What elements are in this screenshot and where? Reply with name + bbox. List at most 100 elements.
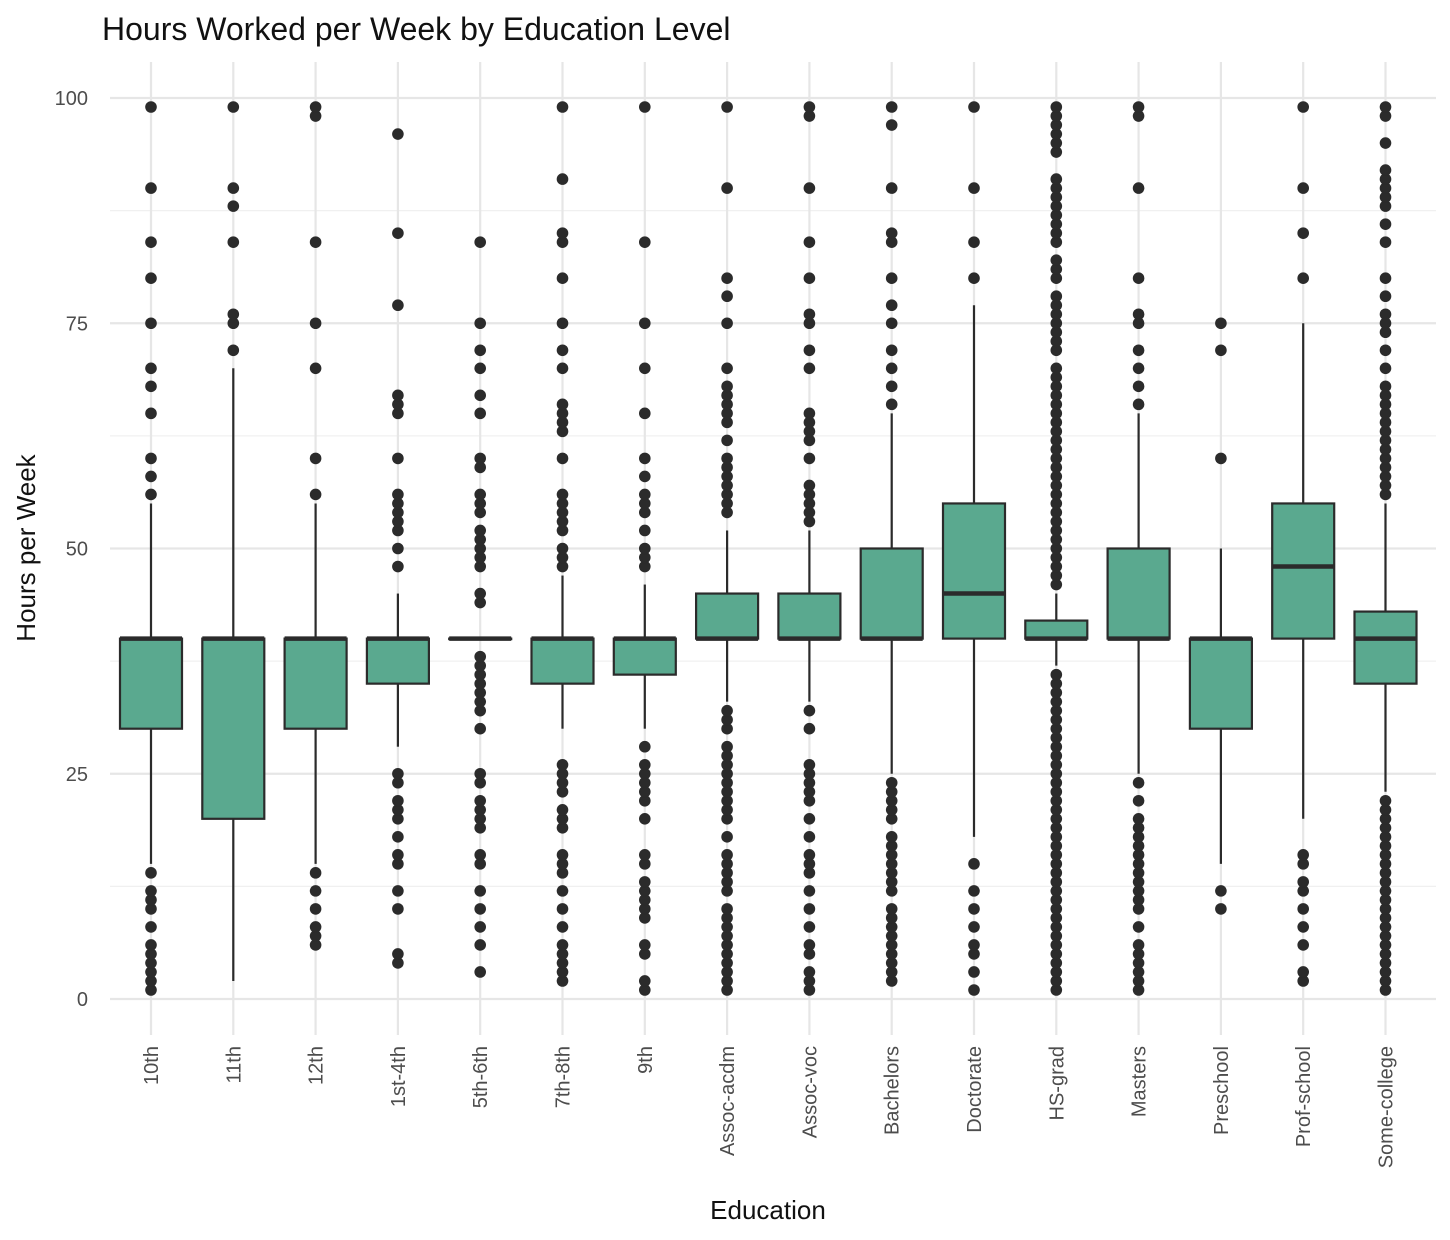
outlier-point — [968, 939, 980, 951]
outlier-point — [1379, 452, 1392, 465]
outlier-point — [1132, 776, 1145, 789]
outlier-point — [721, 713, 733, 726]
outlier-point — [721, 470, 733, 483]
iqr-box — [941, 502, 1007, 640]
outlier-point — [474, 677, 487, 690]
outlier-point — [145, 867, 157, 879]
outlier-point — [885, 975, 898, 987]
outlier-point — [1050, 876, 1063, 888]
iqr-box — [1106, 547, 1171, 640]
outlier-point — [556, 822, 569, 834]
outlier-point — [1297, 903, 1309, 915]
outlier-point — [1050, 731, 1063, 744]
outlier-point — [392, 849, 404, 861]
outlier-point — [474, 551, 487, 564]
outlier-point — [556, 362, 569, 375]
outlier-point — [145, 957, 157, 969]
outlier-point — [392, 957, 404, 969]
outlier-layer — [145, 101, 1392, 996]
outlier-point — [1297, 272, 1309, 285]
outlier-point — [721, 948, 733, 960]
outlier-point — [474, 794, 487, 807]
box-12th — [283, 503, 348, 864]
outlier-point — [1050, 452, 1063, 465]
outlier-point — [1379, 407, 1392, 420]
outlier-point — [1050, 930, 1063, 942]
outlier-point — [1050, 767, 1063, 780]
outlier-point — [639, 975, 651, 987]
outlier-point — [556, 803, 569, 816]
outlier-point — [885, 948, 898, 960]
outlier-point — [885, 794, 898, 807]
outlier-point — [474, 596, 487, 609]
box-7th-8th — [530, 575, 595, 729]
outlier-point — [1050, 704, 1063, 717]
y-axis-title: Hours per Week — [11, 453, 41, 641]
outlier-point — [803, 317, 816, 330]
outlier-point — [1050, 362, 1063, 375]
outlier-point — [639, 776, 651, 789]
outlier-point — [721, 984, 733, 996]
outlier-point — [721, 506, 733, 519]
outlier-point — [721, 740, 733, 753]
outlier-point — [1379, 803, 1392, 816]
x-tick-label: Some-college — [1376, 1046, 1398, 1168]
outlier-point — [145, 236, 157, 248]
outlier-point — [1297, 101, 1309, 113]
box-Prof-school — [1271, 323, 1336, 819]
x-tick-label: Assoc-voc — [799, 1046, 821, 1138]
outlier-point — [1132, 840, 1145, 852]
outlier-point — [639, 407, 651, 420]
box-1st-4th — [365, 593, 430, 747]
outlier-point — [803, 416, 816, 429]
outlier-point — [803, 272, 816, 285]
outlier-point — [1379, 479, 1392, 492]
outlier-point — [721, 794, 733, 807]
outlier-point — [721, 497, 733, 510]
outlier-point — [309, 939, 322, 951]
outlier-point — [721, 182, 733, 194]
outlier-point — [885, 912, 898, 924]
outlier-point — [721, 272, 733, 285]
outlier-point — [1050, 110, 1063, 122]
outlier-point — [968, 858, 980, 870]
outlier-point — [721, 101, 733, 113]
outlier-point — [639, 362, 651, 375]
outlier-point — [1379, 867, 1392, 879]
outlier-point — [227, 308, 240, 321]
outlier-point — [1132, 272, 1145, 285]
outlier-point — [803, 425, 816, 438]
box-Some-college — [1353, 503, 1418, 792]
outlier-point — [474, 849, 487, 861]
outlier-point — [639, 497, 651, 510]
outlier-point — [1297, 849, 1309, 861]
outlier-point — [556, 398, 569, 411]
outlier-point — [1379, 344, 1392, 357]
outlier-point — [1050, 948, 1063, 960]
box-Assoc-acdm — [694, 530, 760, 702]
outlier-point — [1132, 876, 1145, 888]
outlier-point — [1132, 858, 1145, 870]
outlier-point — [721, 803, 733, 816]
iqr-box — [1353, 610, 1418, 685]
outlier-point — [721, 930, 733, 942]
outlier-point — [885, 903, 898, 915]
outlier-point — [803, 767, 816, 780]
outlier-point — [885, 299, 898, 312]
y-tick-label: 100 — [55, 88, 88, 110]
outlier-point — [1050, 695, 1063, 708]
outlier-point — [1379, 858, 1392, 870]
x-tick-label: 1st-4th — [388, 1046, 410, 1107]
outlier-point — [474, 236, 487, 248]
outlier-point — [392, 515, 404, 528]
outlier-point — [803, 776, 816, 789]
outlier-point — [309, 110, 322, 122]
x-tick-label: Assoc-acdm — [717, 1046, 739, 1156]
outlier-point — [309, 921, 322, 933]
outlier-point — [1050, 515, 1063, 528]
outlier-point — [1297, 921, 1309, 933]
outlier-point — [392, 128, 404, 140]
outlier-point — [1050, 128, 1063, 140]
outlier-point — [474, 362, 487, 375]
